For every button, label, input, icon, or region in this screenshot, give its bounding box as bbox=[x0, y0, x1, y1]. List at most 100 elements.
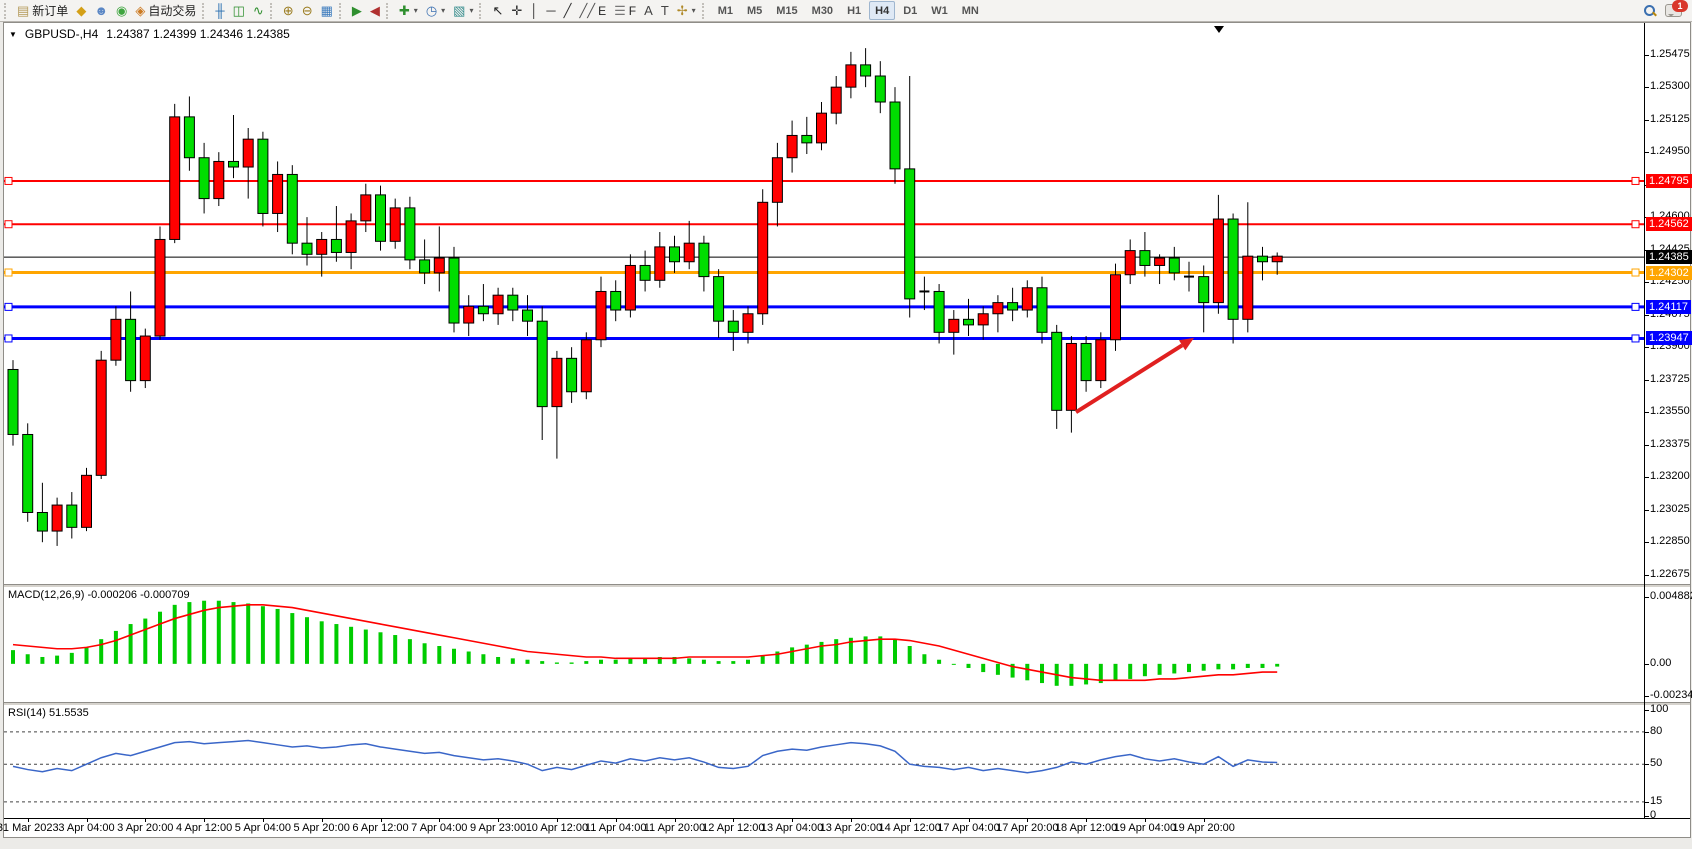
auto-scroll-button[interactable]: ▶ bbox=[348, 0, 366, 22]
chart-shift-button[interactable]: ◀ bbox=[366, 0, 384, 22]
toolbar-grip[interactable] bbox=[4, 2, 9, 19]
macd-bar bbox=[275, 608, 280, 664]
hline-price-label: 1.24795 bbox=[1646, 173, 1692, 188]
crosshair-tool-button[interactable]: ✛ bbox=[507, 0, 526, 22]
toolbar-grip[interactable] bbox=[701, 2, 707, 19]
new-order-button[interactable]: ▤ 新订单 bbox=[13, 0, 72, 22]
trendline-tool-button[interactable]: ╱ bbox=[560, 0, 576, 22]
hline-handle[interactable] bbox=[4, 302, 13, 311]
candle-body bbox=[639, 264, 651, 281]
timeframe-w1-button[interactable]: W1 bbox=[931, 4, 948, 17]
market-watch-button[interactable]: ◆ bbox=[72, 0, 90, 22]
hline-handle[interactable] bbox=[1631, 176, 1640, 185]
toolbar-grip[interactable] bbox=[385, 2, 391, 19]
cursor-icon: ↖ bbox=[492, 3, 504, 18]
fibonacci-tool-button[interactable]: ☰ F bbox=[610, 0, 640, 22]
macd-pane[interactable]: MACD(12,26,9) -0.000206 -0.000709 bbox=[4, 587, 1690, 702]
periods-button[interactable]: ◷ ▾ bbox=[422, 0, 449, 22]
candlestick-chart-button[interactable]: ◫ bbox=[229, 0, 249, 22]
hline-handle[interactable] bbox=[4, 334, 13, 343]
macd-signal-line bbox=[12, 604, 1278, 682]
candle-body bbox=[566, 357, 578, 393]
candle-body bbox=[81, 474, 92, 528]
tile-windows-button[interactable]: ▦ bbox=[317, 0, 337, 22]
zoom-in-button[interactable]: ⊕ bbox=[279, 0, 298, 22]
macd-bar bbox=[937, 659, 942, 664]
candle-body bbox=[977, 313, 989, 326]
notifications-button[interactable]: 1 bbox=[1665, 0, 1688, 17]
bar-chart-icon: ╫ bbox=[215, 3, 225, 18]
chart-shift-marker[interactable] bbox=[1214, 26, 1224, 38]
time-axis-label: 13 Apr 20:00 bbox=[819, 822, 883, 834]
timeframe-m5-button[interactable]: M5 bbox=[746, 4, 763, 17]
horizontal-line-tool-button[interactable]: ─ bbox=[542, 0, 559, 22]
hline-handle[interactable] bbox=[1631, 334, 1640, 343]
hline-handle[interactable] bbox=[1631, 268, 1640, 277]
equidistant-channel-tool-button[interactable]: ╱╱ E bbox=[575, 0, 610, 22]
cursor-tool-button[interactable]: ↖ bbox=[488, 0, 507, 22]
pane-separator[interactable] bbox=[4, 702, 1690, 705]
zoom-out-button[interactable]: ⊖ bbox=[298, 0, 317, 22]
hline-handle[interactable] bbox=[1631, 220, 1640, 229]
chevron-down-icon[interactable]: ▾ bbox=[691, 6, 696, 15]
macd-bar bbox=[1040, 663, 1044, 684]
price-axis-tick-label: 1.25300 bbox=[1650, 80, 1690, 93]
profiles-button[interactable]: ☻ bbox=[90, 0, 112, 22]
trendline-icon: ╱ bbox=[563, 3, 572, 18]
axis-tick bbox=[1644, 119, 1649, 121]
rsi-pane[interactable]: RSI(14) 51.5535 bbox=[4, 705, 1690, 818]
candle-body bbox=[492, 294, 504, 315]
macd-bar bbox=[437, 646, 442, 664]
macd-canvas[interactable] bbox=[4, 587, 1644, 702]
toolbar-grip[interactable] bbox=[479, 2, 484, 19]
candle-body bbox=[1080, 342, 1092, 382]
timeframe-h4-button[interactable]: H4 bbox=[869, 1, 896, 20]
toolbar-grip[interactable] bbox=[202, 2, 207, 19]
templates-button[interactable]: ▧ ▾ bbox=[449, 0, 477, 22]
toolbar-grip[interactable] bbox=[338, 2, 344, 19]
bar-chart-button[interactable]: ╫ bbox=[211, 0, 228, 22]
timeframe-m15-button[interactable]: M15 bbox=[776, 4, 798, 17]
signals-button[interactable]: ◉ bbox=[112, 0, 131, 22]
axis-tick bbox=[1644, 54, 1649, 56]
candle-body bbox=[7, 368, 19, 435]
macd-bar bbox=[378, 632, 383, 664]
hline-handle[interactable] bbox=[4, 220, 13, 229]
chevron-down-icon[interactable]: ▾ bbox=[469, 6, 474, 15]
chevron-down-icon[interactable]: ▾ bbox=[413, 6, 418, 15]
text-label-icon: T bbox=[660, 3, 669, 18]
chevron-down-icon[interactable]: ▾ bbox=[441, 6, 446, 15]
rsi-canvas[interactable] bbox=[4, 705, 1644, 818]
time-axis-tick bbox=[1203, 818, 1205, 822]
timeframe-h1-button[interactable]: H1 bbox=[847, 4, 862, 17]
autotrading-button[interactable]: ◈ 自动交易 bbox=[131, 0, 200, 22]
equidistant-channel-tool-button-label: E bbox=[598, 3, 607, 18]
text-tool-button[interactable]: A bbox=[640, 0, 657, 22]
pane-separator[interactable] bbox=[4, 584, 1690, 587]
candle-body bbox=[801, 134, 813, 144]
indicators-button[interactable]: ✚ ▾ bbox=[395, 0, 422, 22]
vertical-line-tool-button[interactable]: │ bbox=[526, 0, 542, 22]
arrows-tool-button[interactable]: ✢ ▾ bbox=[673, 0, 700, 22]
hline-handle[interactable] bbox=[4, 268, 13, 277]
line-chart-button[interactable]: ∿ bbox=[249, 0, 268, 22]
price-pane[interactable]: ▼ GBPUSD-,H4 1.24387 1.24399 1.24346 1.2… bbox=[4, 24, 1690, 584]
text-label-tool-button[interactable]: T bbox=[657, 0, 673, 22]
candle-body bbox=[228, 160, 239, 168]
price-chart-canvas[interactable] bbox=[4, 24, 1644, 584]
new-order-button-label: 新订单 bbox=[32, 4, 69, 18]
macd-bar bbox=[496, 656, 501, 664]
timeframe-m1-button[interactable]: M1 bbox=[717, 4, 733, 17]
timeframe-m30-button[interactable]: M30 bbox=[811, 4, 834, 17]
candle-body bbox=[551, 357, 563, 408]
search-button[interactable] bbox=[1644, 5, 1657, 17]
toolbar-grip[interactable] bbox=[269, 2, 275, 19]
collapse-ohlc-icon[interactable]: ▼ bbox=[9, 29, 17, 39]
trend-arrow-annotation[interactable] bbox=[1074, 343, 1184, 414]
time-axis[interactable]: 31 Mar 2023 3 Apr 04:00 3 Apr 20:00 4 Apr 1… bbox=[0, 818, 1690, 837]
hline-handle[interactable] bbox=[1631, 302, 1640, 311]
timeframe-mn-button[interactable]: MN bbox=[961, 4, 979, 17]
timeframe-d1-button[interactable]: D1 bbox=[903, 4, 918, 17]
hline-handle[interactable] bbox=[4, 176, 13, 185]
